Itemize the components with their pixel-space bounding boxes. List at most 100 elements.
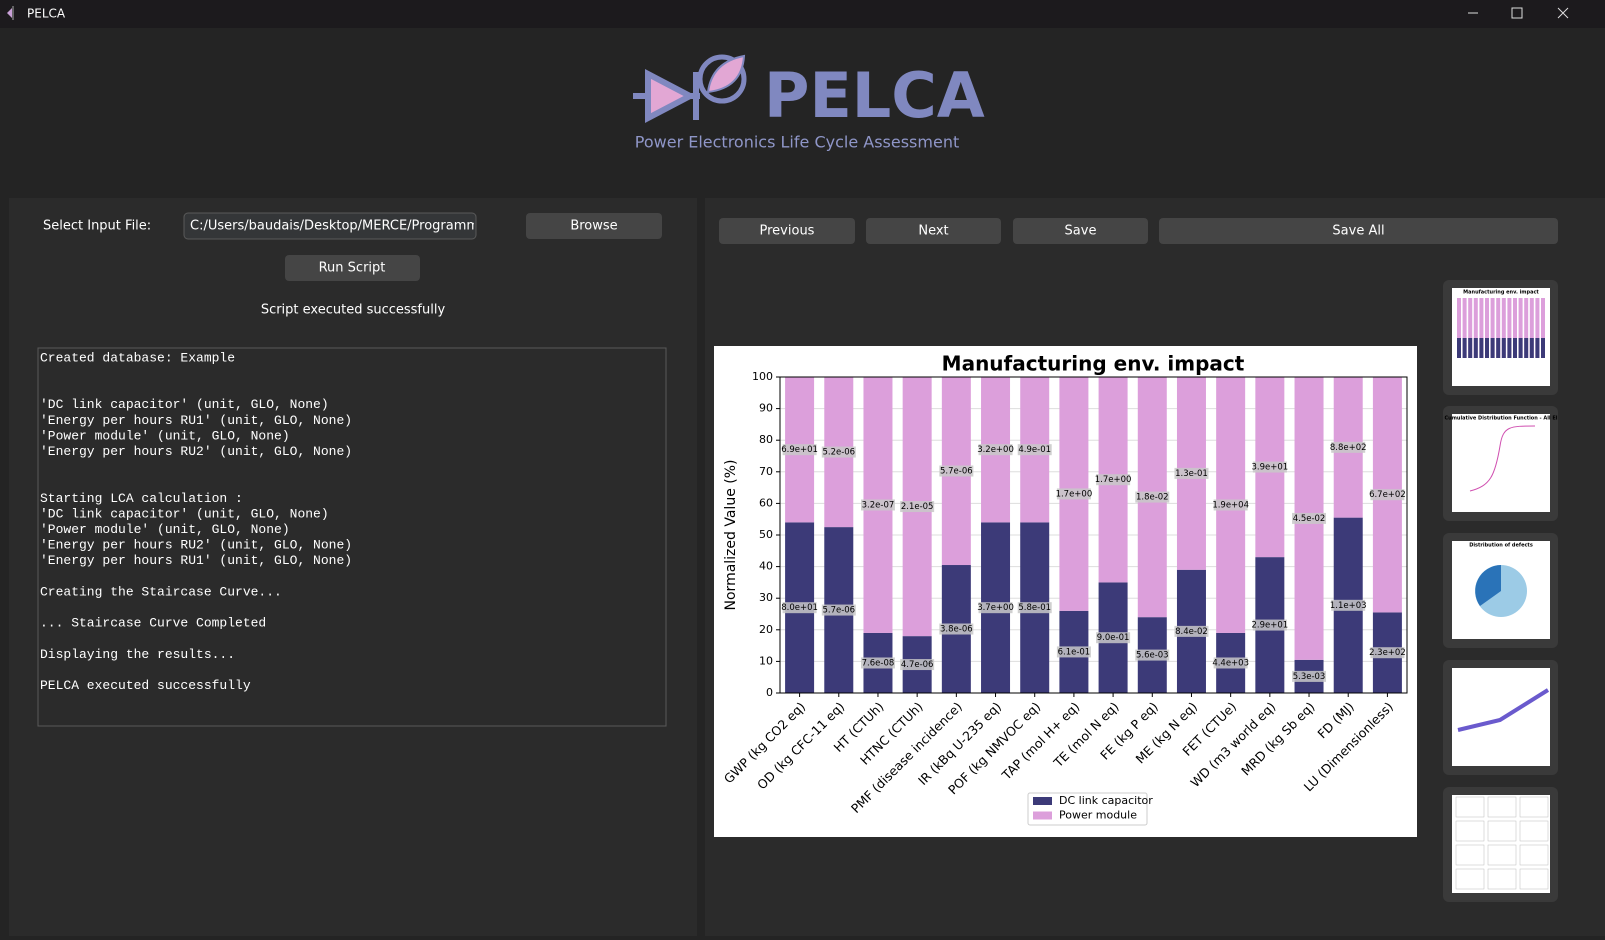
- button-label: Browse: [570, 219, 617, 234]
- thumb-bar: [1524, 338, 1529, 358]
- segment-label-bg: [1135, 491, 1170, 503]
- segment-label-bg: [782, 444, 817, 456]
- thumb-subplot: [1455, 796, 1485, 818]
- log-line: 'Power module' (unit, GLO, None): [40, 428, 290, 443]
- thumb-subplot: [1519, 844, 1549, 866]
- browse-button[interactable]: Browse: [526, 213, 662, 239]
- segment-label: 3.2e+00: [977, 445, 1014, 455]
- segment-label-bg: [939, 465, 974, 477]
- thumb-bar: [1501, 338, 1506, 358]
- app-icon: [7, 6, 14, 20]
- segment-label-bg: [900, 659, 935, 671]
- segment-label: 6.9e+01: [781, 445, 818, 455]
- segment-label: 7.6e-08: [862, 658, 895, 668]
- segment-label: 3.9e+01: [1252, 463, 1289, 473]
- log-line: ... Staircase Curve Completed: [40, 616, 266, 631]
- segment-label-bg: [1213, 499, 1248, 511]
- thumbnail-image: [1452, 795, 1550, 893]
- segment-label: 1.7e+00: [1095, 475, 1132, 485]
- thumb-bar: [1507, 338, 1512, 358]
- thumb-subplot: [1487, 820, 1517, 842]
- thumb-subplot: [1455, 868, 1485, 890]
- segment-label-bg: [821, 604, 856, 616]
- file-input[interactable]: C:/Users/baudais/Desktop/MERCE/Programma…: [183, 212, 512, 240]
- button-bg: [1159, 218, 1558, 244]
- thumb-bar: [1479, 338, 1484, 358]
- button-label: Previous: [760, 224, 815, 239]
- file-input-box[interactable]: [183, 212, 477, 240]
- thumbnail-title: Cumulative Distribution Function - All E…: [1444, 416, 1557, 422]
- thumbnail[interactable]: Manufacturing env. impact: [1443, 280, 1558, 395]
- run-button[interactable]: Run Script: [285, 255, 420, 281]
- y-tick-label: 20: [759, 623, 773, 636]
- thumb-slice: [1475, 565, 1501, 606]
- chart-title: Manufacturing env. impact: [942, 352, 1245, 376]
- log-line: 'Energy per hours RU1' (unit, GLO, None): [40, 553, 352, 568]
- legend-swatch: [1033, 811, 1052, 820]
- segment-label: 5.8e-01: [1018, 603, 1051, 613]
- logo-subtitle: Power Electronics Life Cycle Assessment: [635, 133, 959, 152]
- segment-label-bg: [1017, 444, 1052, 456]
- plot-frame: [779, 376, 1408, 694]
- close[interactable]: [1557, 7, 1569, 19]
- segment-label-bg: [1174, 467, 1209, 479]
- thumbnail[interactable]: [1443, 660, 1558, 775]
- segment-label: 8.0e+01: [781, 603, 818, 613]
- thumb-bar: [1507, 298, 1512, 358]
- log-line: 'Energy per hours RU2' (unit, GLO, None): [40, 538, 352, 553]
- segment-label: 5.7e-06: [822, 606, 855, 616]
- maximize[interactable]: [1511, 7, 1523, 19]
- log-line: 'Energy per hours RU2' (unit, GLO, None): [40, 444, 352, 459]
- thumb-bar: [1490, 298, 1495, 358]
- log-line: Displaying the results...: [40, 647, 235, 662]
- y-axis-label: Normalized Value (%): [723, 460, 739, 611]
- segment-label-bg: [1096, 632, 1131, 644]
- toolbar-button[interactable]: Save All: [1159, 218, 1558, 244]
- thumb-bar: [1524, 298, 1529, 358]
- thumb-bar: [1462, 338, 1467, 358]
- thumb-bar: [1535, 298, 1540, 358]
- toolbar-button[interactable]: Previous: [719, 218, 855, 244]
- segment-label: 4.9e-01: [1018, 445, 1051, 455]
- segment-label: 8.8e+02: [1330, 443, 1367, 453]
- thumbnail[interactable]: Cumulative Distribution Function - All E…: [1443, 406, 1558, 521]
- thumb-bar: [1490, 338, 1495, 358]
- segment-label: 5.6e-03: [1136, 651, 1169, 661]
- segment-label: 1.1e+03: [1330, 601, 1367, 611]
- thumb-curve: [1469, 425, 1536, 492]
- segment-label-bg: [900, 501, 935, 513]
- segment-label: 6.1e-01: [1058, 647, 1091, 657]
- y-tick-label: 30: [759, 591, 773, 604]
- y-tick-label: 80: [759, 433, 773, 446]
- window-controls[interactable]: [1468, 7, 1569, 19]
- thumb-bar: [1518, 298, 1523, 358]
- thumb-bar: [1485, 298, 1489, 358]
- thumbnail[interactable]: [1443, 787, 1558, 902]
- thumb-bar: [1485, 338, 1489, 358]
- segment-label-bg: [978, 444, 1013, 456]
- thumbnail-list: Manufacturing env. impact Cumulative Dist…: [1443, 280, 1558, 902]
- segment-label: 4.7e-06: [901, 660, 934, 670]
- window-title: PELCA: [27, 7, 66, 21]
- log-line: PELCA executed successfully: [40, 678, 251, 693]
- thumb-bar: [1513, 338, 1517, 358]
- thumbnail[interactable]: Distribution of defects: [1443, 533, 1558, 648]
- status-text: Script executed successfully: [261, 303, 446, 318]
- segment-label: 1.8e-02: [1136, 493, 1169, 503]
- segment-label-bg: [1056, 488, 1091, 500]
- thumb-subplot: [1519, 868, 1549, 890]
- legend: DC link capacitor Power module: [1027, 792, 1153, 826]
- toolbar-button[interactable]: Next: [866, 218, 1001, 244]
- y-tick-label: 70: [759, 465, 773, 478]
- segment-label: 8.4e-02: [1175, 627, 1208, 637]
- segment-label: 1.7e+00: [1056, 489, 1093, 499]
- segment-label: 5.3e-03: [1293, 672, 1326, 682]
- legend-box: [1027, 792, 1148, 826]
- toolbar-button[interactable]: Save: [1013, 218, 1148, 244]
- segment-label: 4.4e+03: [1212, 658, 1249, 668]
- thumb-bar: [1468, 298, 1473, 358]
- thumb-bar: [1457, 298, 1461, 358]
- segment-label: 5.2e-06: [822, 448, 855, 458]
- logo-title: PELCA: [764, 59, 985, 132]
